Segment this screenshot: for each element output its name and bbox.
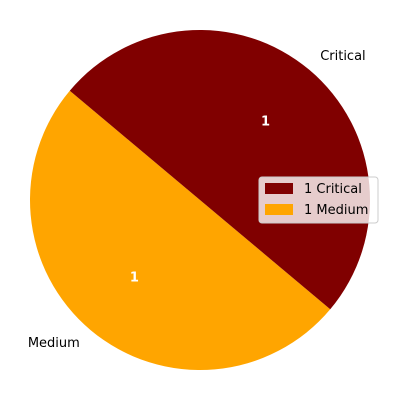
legend: 1 Critical 1 Medium bbox=[258, 176, 379, 224]
pie-slices bbox=[30, 30, 371, 370]
legend-swatch-medium bbox=[265, 204, 293, 215]
legend-entry-medium: 1 Medium bbox=[304, 203, 368, 218]
legend-swatch-critical bbox=[265, 183, 293, 194]
data-label-medium: 1 bbox=[130, 271, 139, 286]
category-label-critical: Critical bbox=[320, 49, 365, 64]
pie-slice-medium bbox=[30, 90, 331, 370]
legend-entry-critical: 1 Critical bbox=[304, 182, 362, 197]
pie-slice-critical bbox=[69, 30, 371, 310]
pie-labels: Medium 1 Critical 1 bbox=[28, 49, 366, 351]
data-label-critical: 1 bbox=[261, 114, 270, 129]
category-label-medium: Medium bbox=[28, 336, 80, 351]
